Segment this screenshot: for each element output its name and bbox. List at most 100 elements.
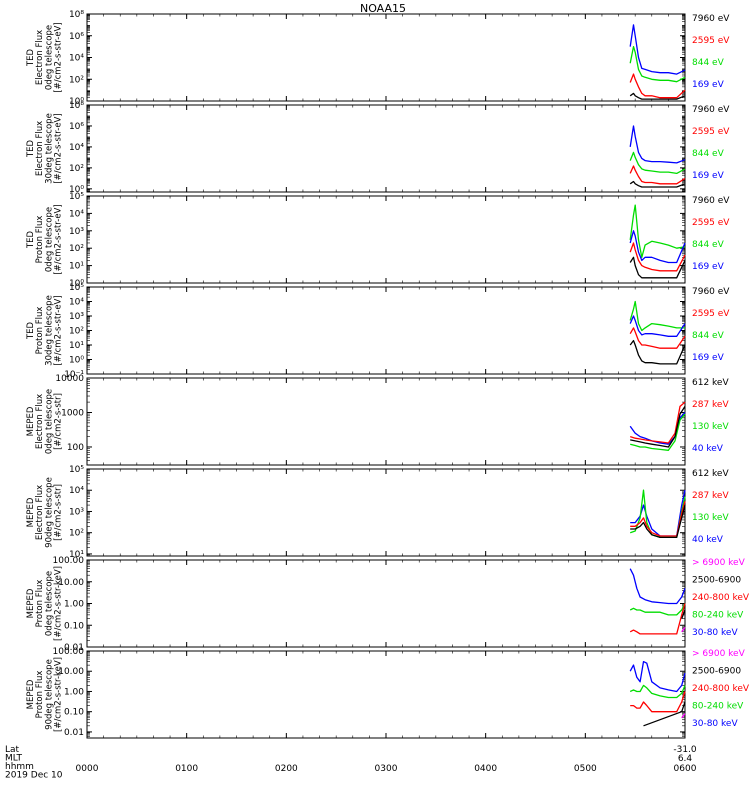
y-axis-label-line: Proton Flux xyxy=(35,216,45,264)
legend-entry: 7960 eV xyxy=(692,105,730,115)
series-line-2595-ev xyxy=(629,165,686,185)
y-tick-label: 10⁰ xyxy=(69,97,84,107)
y-tick-label: 1.00 xyxy=(64,600,84,610)
legend-entry: 2595 eV xyxy=(692,36,730,46)
y-axis-label-line: Electron Flux xyxy=(35,30,45,85)
y-axis-label-line: 30deg telescope xyxy=(44,295,54,366)
legend-entry: 2500-6900 xyxy=(692,576,741,586)
y-tick-label: 10² xyxy=(69,529,84,539)
panel-frame xyxy=(86,286,686,375)
chart-panel-2: 10⁰ 10² 10⁴ 10⁶ 10⁸ TEDElectron Flux30deg tel… xyxy=(26,101,730,195)
y-tick-label: 10¹ xyxy=(69,550,84,560)
y-axis-label-line: [#/cm2-s-str-eV] xyxy=(54,204,64,274)
y-tick-label: 10.00 xyxy=(58,667,84,677)
y-tick-label: 10⁶ xyxy=(69,122,84,132)
series-line-2500-6900 xyxy=(643,701,686,727)
series-line-30-80-kev xyxy=(629,660,686,693)
y-tick-label: 10² xyxy=(69,164,84,174)
y-axis-label-line: TED xyxy=(26,321,36,340)
legend-entry: 7960 eV xyxy=(692,287,730,297)
y-tick-label: 10⁴ xyxy=(69,486,84,496)
series-line-287-kev xyxy=(630,401,686,444)
y-axis-label-line: [#/cm2-s-str-keV] xyxy=(54,657,64,732)
legend-entry: 612 keV xyxy=(692,469,729,479)
chart-panel-4: 10⁻¹ 10⁰ 10¹ 10² 10³ 10⁴ 10⁵ TEDProton Flux30de… xyxy=(26,283,730,380)
y-tick-label: 10² xyxy=(69,75,84,85)
y-axis-label-line: [#/cm2-s-str] xyxy=(54,484,64,541)
y-axis-label-line: MEPED xyxy=(26,588,36,618)
y-axis-label-line: 0deg telescope xyxy=(44,389,54,454)
chart-panel-6: 10¹ 10² 10³ 10⁴ 10⁵ MEPEDElectron Flux90deg t… xyxy=(26,465,729,560)
y-axis-label: MEPEDProton Flux90deg telescope[#/cm2-s-… xyxy=(26,657,64,732)
legend-entry: 287 keV xyxy=(692,491,729,501)
series-line-169-ev xyxy=(629,315,686,337)
legend-entry: 2500-6900 xyxy=(692,667,741,677)
y-axis-label-line: Electron Flux xyxy=(35,121,45,176)
y-axis-label: TEDProton Flux30deg telescope[#/cm2-s-st… xyxy=(26,295,64,366)
footer-row-label: 2019 Dec 10 xyxy=(5,771,63,781)
x-tick-label: 0300 xyxy=(375,764,398,774)
y-axis-label-line: 0deg telescope xyxy=(44,571,54,636)
mlt-end-value: 6.4 xyxy=(678,754,693,764)
panel-frame xyxy=(86,104,686,193)
legend-entry: 80-240 keV xyxy=(692,611,744,621)
y-tick-label: 10¹ xyxy=(69,262,84,272)
y-axis-label: MEPEDElectron Flux90deg telescope[#/cm2-… xyxy=(26,477,64,548)
footer-row-label: MLT xyxy=(5,754,23,764)
y-tick-label: 10⁸ xyxy=(69,101,84,111)
series-line-2595-ev xyxy=(629,327,686,349)
series-line-240-800-kev xyxy=(630,691,686,713)
panel-frame xyxy=(86,650,686,739)
panel-frame xyxy=(86,195,686,284)
legend-entry: > 6900 keV xyxy=(692,649,746,659)
y-tick-label: 10¹ xyxy=(69,341,84,351)
x-tick-label: 0100 xyxy=(175,764,198,774)
series-line-844-ev xyxy=(629,300,685,332)
y-axis-label: TEDProton Flux0deg telescope[#/cm2-s-str… xyxy=(26,204,64,274)
lat-end-value: -31.0 xyxy=(673,745,697,755)
series-line-844-ev xyxy=(629,151,686,175)
y-tick-label: 0.10 xyxy=(64,621,84,631)
y-axis-label-line: TED xyxy=(26,230,36,249)
y-tick-label: 10² xyxy=(69,244,84,254)
chart-panel-5: 100 1000 10000 MEPEDElectron Flux0deg teles… xyxy=(26,374,729,466)
y-axis-label-line: MEPED xyxy=(26,497,36,527)
y-tick-label: 10³ xyxy=(69,507,84,517)
legend-entry: 844 eV xyxy=(692,149,725,159)
y-tick-label: 10⁴ xyxy=(69,209,84,219)
y-axis-label-line: Proton Flux xyxy=(35,671,45,719)
y-tick-label: 10⁶ xyxy=(69,32,84,42)
series-line-80-240-kev xyxy=(629,603,686,616)
y-tick-label: 10⁵ xyxy=(69,465,84,475)
legend-entry: 169 eV xyxy=(692,171,725,181)
panels-container: 10⁰ 10² 10⁴ 10⁶ 10⁸ TED Electron Flux 0deg tele… xyxy=(26,10,750,739)
legend-entry: 30-80 keV xyxy=(692,628,738,638)
legend-entry: 844 eV xyxy=(692,331,725,341)
y-tick-label: 10³ xyxy=(69,312,84,322)
series-line-40-kev xyxy=(630,490,686,537)
y-tick-label: 0.01 xyxy=(64,643,84,653)
y-axis-label-line: [#/cm2-s-str-eV] xyxy=(54,22,64,92)
y-tick-label: 10⁴ xyxy=(69,143,84,153)
y-axis-label-line: [#/cm2-s-str-eV] xyxy=(54,113,64,183)
legend-entry: 169 eV xyxy=(692,80,725,90)
series-line-130-kev xyxy=(630,413,686,451)
chart-panel-3: 10⁰ 10¹ 10² 10³ 10⁴ 10⁵ TEDProton Flux0deg tel… xyxy=(26,192,730,289)
x-tick-label: 0200 xyxy=(275,764,298,774)
y-tick-label: 10⁵ xyxy=(69,283,84,293)
legend-entry: 2595 eV xyxy=(692,218,730,228)
legend-entry: 80-240 keV xyxy=(692,702,744,712)
series-line-7960-ev xyxy=(629,256,686,279)
footer-axis: 0000 0100 0200 0300 0400 0500 0600 LatMLThhmm20… xyxy=(5,745,697,781)
y-axis-label: MEPEDProton Flux0deg telescope[#/cm2-s-s… xyxy=(26,566,64,641)
y-tick-label: 0.01 xyxy=(64,728,84,738)
y-axis-label-line: 90deg telescope xyxy=(44,477,54,548)
series-line-7960-ev xyxy=(629,339,686,365)
y-tick-label: 10⁴ xyxy=(69,298,84,308)
y-axis-label-line: 30deg telescope xyxy=(44,113,54,184)
legend-entry: 169 eV xyxy=(692,262,725,272)
legend-entry: 130 keV xyxy=(692,422,729,432)
y-tick-label: 10⁻¹ xyxy=(64,370,84,380)
